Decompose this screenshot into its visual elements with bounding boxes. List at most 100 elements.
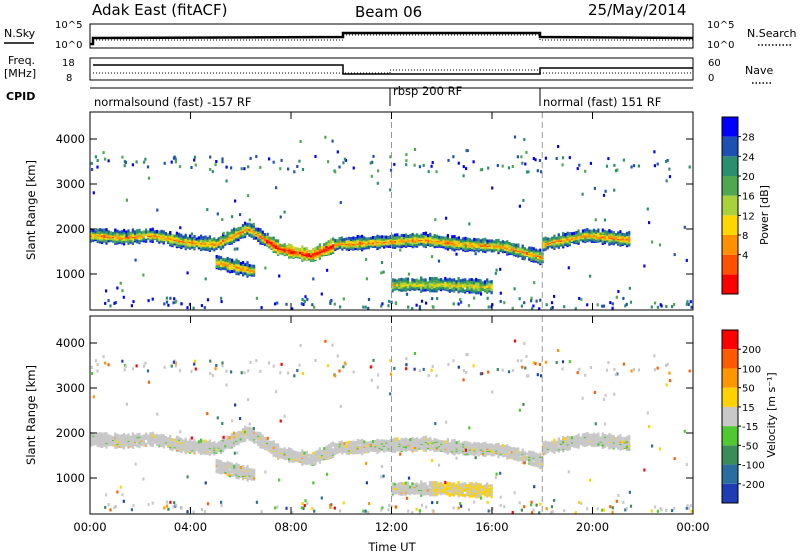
velocity-cell <box>394 437 397 441</box>
power-cell <box>405 241 408 245</box>
y-tick-label: 2000 <box>56 222 85 236</box>
power-cell <box>114 301 117 304</box>
power-cell <box>279 243 282 247</box>
power-cell <box>119 281 122 285</box>
velocity-cell <box>105 443 108 447</box>
velocity-cell <box>316 449 319 453</box>
power-cell <box>343 238 346 241</box>
power-cell <box>465 149 468 153</box>
velocity-cell <box>283 447 286 451</box>
power-cell <box>347 239 350 243</box>
velocity-cell <box>363 440 366 444</box>
power-cell <box>523 257 526 261</box>
power-cell <box>325 251 328 255</box>
power-cell <box>532 304 535 308</box>
power-cell <box>555 236 558 240</box>
power-cell <box>114 228 117 232</box>
power-cell <box>546 245 549 249</box>
power-cell <box>123 231 126 235</box>
power-cell <box>252 236 255 240</box>
power-cell <box>440 241 443 245</box>
power-cell <box>323 243 326 247</box>
power-cell <box>123 240 126 244</box>
power-cell <box>599 232 602 236</box>
power-cell <box>200 304 203 308</box>
power-cell <box>467 304 470 308</box>
power-cell <box>628 231 631 235</box>
power-cell <box>145 228 148 232</box>
power-cell <box>444 276 447 280</box>
power-cell <box>411 307 414 311</box>
velocity-cell <box>341 442 344 446</box>
velocity-cell <box>116 439 119 443</box>
power-cell <box>116 286 119 290</box>
power-cell <box>623 233 626 237</box>
velocity-cell <box>134 434 137 438</box>
velocity-cell <box>387 439 390 443</box>
power-cell <box>487 166 490 170</box>
power-cell <box>530 299 533 303</box>
power-cell <box>629 300 633 304</box>
power-cell <box>673 303 676 306</box>
power-cell <box>409 281 412 285</box>
power-cell <box>143 160 146 164</box>
power-cell <box>475 238 478 242</box>
power-cell <box>146 165 150 169</box>
velocity-cell <box>431 445 434 449</box>
power-cell <box>499 241 502 245</box>
velocity-cell <box>131 432 134 436</box>
power-cell <box>518 297 521 301</box>
power-cell <box>539 298 542 302</box>
power-cell <box>333 302 336 306</box>
power-cell <box>231 215 234 219</box>
power-cell <box>377 169 380 173</box>
power-cell <box>394 243 397 247</box>
power-cell <box>462 174 465 178</box>
power-cell <box>221 218 224 221</box>
velocity-cell <box>182 446 185 450</box>
power-cell <box>479 279 482 283</box>
power-cell <box>602 304 606 308</box>
power-cell <box>537 249 540 253</box>
power-cell <box>581 232 585 236</box>
power-cell <box>163 161 166 165</box>
power-cell <box>426 281 429 285</box>
power-cell <box>363 243 366 247</box>
velocity-cell <box>202 448 205 451</box>
power-cell <box>436 297 439 300</box>
power-cell <box>230 166 233 170</box>
power-cell <box>490 280 493 284</box>
power-cell <box>228 265 231 269</box>
power-cell <box>398 235 401 239</box>
power-cell <box>153 230 156 234</box>
velocity-cell <box>96 439 99 443</box>
power-cell <box>490 249 493 253</box>
velocity-cell <box>213 441 216 445</box>
power-cell <box>367 245 370 249</box>
power-cell <box>241 226 244 230</box>
power-cell <box>396 244 399 248</box>
power-cell <box>550 307 553 311</box>
power-cell <box>575 231 578 234</box>
power-cell <box>622 158 625 162</box>
power-cell <box>450 278 454 282</box>
power-cell <box>372 154 375 158</box>
power-cell <box>217 245 220 249</box>
velocity-cell <box>358 448 361 452</box>
power-cell <box>324 135 327 139</box>
power-cell <box>613 188 616 192</box>
velocity-cell <box>252 440 255 444</box>
power-cell <box>437 280 440 284</box>
velocity-cell <box>224 444 227 448</box>
power-cell <box>272 160 275 164</box>
velocity-cell <box>145 442 148 446</box>
power-cell <box>376 234 379 238</box>
power-cell <box>147 232 150 236</box>
velocity-cell <box>400 442 403 446</box>
power-cell <box>590 229 593 233</box>
power-cell <box>507 166 511 170</box>
velocity-cell <box>204 446 207 450</box>
velocity-cell <box>138 438 141 442</box>
velocity-cell <box>387 448 390 452</box>
velocity-cell <box>460 447 463 451</box>
